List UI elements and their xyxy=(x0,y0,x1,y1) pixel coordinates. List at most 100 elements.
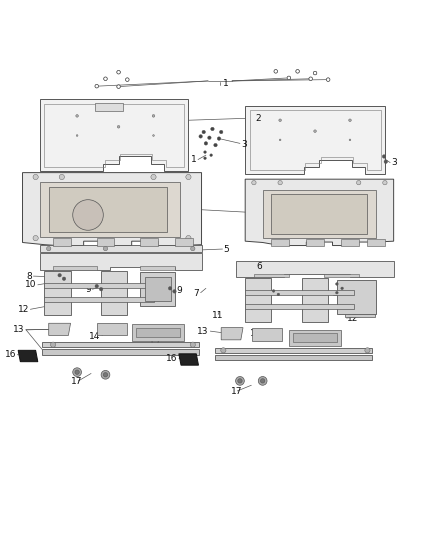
Circle shape xyxy=(274,70,278,73)
Polygon shape xyxy=(221,328,243,340)
Polygon shape xyxy=(136,328,180,337)
Polygon shape xyxy=(272,239,289,246)
Text: 13: 13 xyxy=(13,325,25,334)
Polygon shape xyxy=(302,278,328,322)
Polygon shape xyxy=(18,350,38,362)
Circle shape xyxy=(326,78,330,82)
Polygon shape xyxy=(40,245,201,252)
Text: 14: 14 xyxy=(250,329,261,338)
Circle shape xyxy=(279,139,281,141)
Text: 3: 3 xyxy=(392,158,397,167)
Text: 12: 12 xyxy=(347,314,358,324)
Text: 3: 3 xyxy=(241,140,247,149)
Circle shape xyxy=(336,292,338,294)
Circle shape xyxy=(211,127,214,131)
Text: 16: 16 xyxy=(4,350,16,359)
Polygon shape xyxy=(306,239,324,246)
Polygon shape xyxy=(237,261,394,277)
Polygon shape xyxy=(175,238,193,246)
Circle shape xyxy=(279,119,282,122)
Circle shape xyxy=(382,155,386,158)
Circle shape xyxy=(95,285,99,288)
Polygon shape xyxy=(22,173,201,246)
Circle shape xyxy=(210,154,212,157)
Polygon shape xyxy=(289,330,341,346)
Polygon shape xyxy=(254,274,289,277)
Text: 17: 17 xyxy=(71,377,83,386)
Circle shape xyxy=(238,379,242,383)
Text: 10: 10 xyxy=(145,292,157,301)
Circle shape xyxy=(46,246,51,251)
Text: 17: 17 xyxy=(231,387,242,397)
Polygon shape xyxy=(40,182,180,237)
Circle shape xyxy=(117,125,120,128)
Polygon shape xyxy=(44,283,153,288)
Polygon shape xyxy=(101,271,127,316)
Polygon shape xyxy=(245,278,272,322)
Text: 1: 1 xyxy=(223,79,229,87)
Circle shape xyxy=(274,70,278,73)
Circle shape xyxy=(117,70,120,74)
Polygon shape xyxy=(145,277,171,302)
Circle shape xyxy=(168,287,172,290)
Circle shape xyxy=(341,287,343,289)
Polygon shape xyxy=(97,323,127,335)
Polygon shape xyxy=(132,324,184,341)
Circle shape xyxy=(309,77,312,80)
Circle shape xyxy=(99,287,103,291)
Circle shape xyxy=(104,77,107,80)
Circle shape xyxy=(75,370,79,374)
Polygon shape xyxy=(245,179,394,246)
Polygon shape xyxy=(215,355,372,360)
Text: 7: 7 xyxy=(194,289,199,298)
Circle shape xyxy=(214,143,217,147)
Circle shape xyxy=(336,282,338,285)
Circle shape xyxy=(152,135,154,136)
Polygon shape xyxy=(179,354,198,365)
Polygon shape xyxy=(245,304,354,309)
Circle shape xyxy=(95,84,99,88)
Text: 1: 1 xyxy=(191,155,196,164)
Circle shape xyxy=(349,139,351,141)
Circle shape xyxy=(252,181,256,185)
Circle shape xyxy=(296,70,299,73)
Circle shape xyxy=(204,157,206,159)
Polygon shape xyxy=(272,195,367,234)
Text: 9: 9 xyxy=(265,289,272,298)
Text: 5: 5 xyxy=(223,245,229,254)
Polygon shape xyxy=(42,342,199,348)
Polygon shape xyxy=(245,289,354,295)
Circle shape xyxy=(126,78,129,82)
Text: 9: 9 xyxy=(177,286,182,295)
Polygon shape xyxy=(95,103,123,111)
Polygon shape xyxy=(53,266,97,270)
Circle shape xyxy=(236,376,244,385)
Circle shape xyxy=(186,236,191,241)
Polygon shape xyxy=(345,313,375,317)
Text: 9: 9 xyxy=(85,285,91,294)
Circle shape xyxy=(208,136,211,140)
Circle shape xyxy=(365,348,370,353)
Text: 12: 12 xyxy=(18,305,29,314)
Circle shape xyxy=(191,246,195,251)
Circle shape xyxy=(277,293,280,296)
Text: 14: 14 xyxy=(89,332,100,341)
Circle shape xyxy=(313,71,317,75)
Polygon shape xyxy=(141,272,175,306)
Text: 10: 10 xyxy=(25,280,36,289)
Circle shape xyxy=(199,135,202,138)
Polygon shape xyxy=(42,350,199,354)
Circle shape xyxy=(103,373,108,377)
Circle shape xyxy=(287,76,290,79)
Text: 11: 11 xyxy=(212,311,224,320)
Circle shape xyxy=(261,379,265,383)
Text: 8: 8 xyxy=(348,281,353,290)
Polygon shape xyxy=(44,297,153,302)
Polygon shape xyxy=(215,348,372,353)
Circle shape xyxy=(219,130,223,134)
Text: 4: 4 xyxy=(267,209,272,218)
Circle shape xyxy=(33,174,38,180)
Polygon shape xyxy=(49,187,166,232)
Polygon shape xyxy=(324,274,359,277)
Circle shape xyxy=(272,289,275,292)
